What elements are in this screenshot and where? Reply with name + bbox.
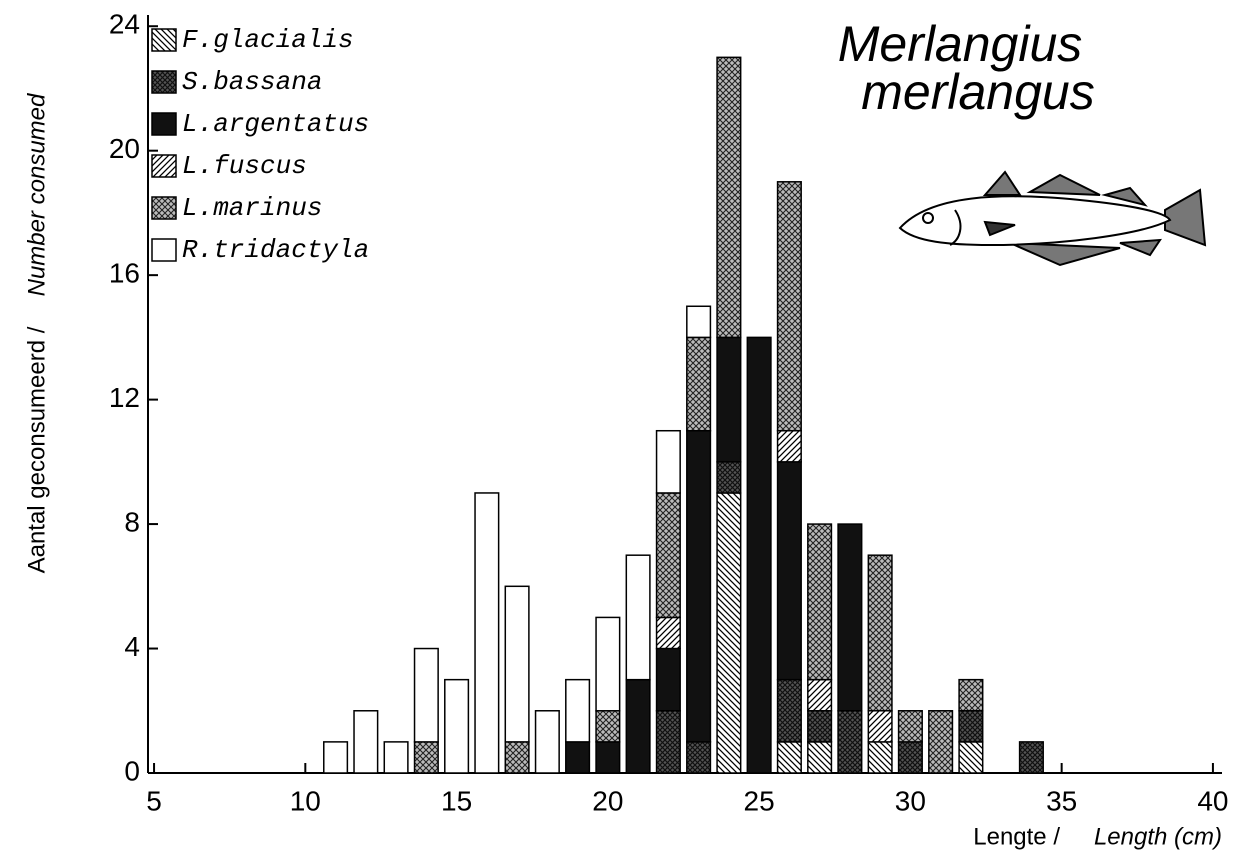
bar-segment — [686, 305, 712, 339]
y-tick-label: 4 — [124, 631, 140, 662]
legend-swatch — [151, 154, 177, 178]
bar-segment — [807, 710, 833, 743]
bar-segment — [504, 585, 530, 743]
x-tick-label: 20 — [592, 785, 623, 816]
x-axis-label: Lengte / — [973, 823, 1060, 850]
bar-segment — [595, 616, 621, 712]
x-tick-label: 25 — [744, 785, 775, 816]
legend-label: L.marinus — [182, 193, 322, 223]
bar-segment — [716, 492, 742, 774]
chart-title: Merlangius — [838, 16, 1083, 72]
bar-segment — [867, 554, 893, 712]
bar-segment — [625, 678, 651, 774]
legend-swatch — [151, 238, 177, 262]
bar-segment — [897, 741, 923, 774]
legend-label: S.bassana — [182, 67, 322, 97]
bar-segment — [776, 741, 802, 774]
bar-segment — [958, 678, 984, 712]
bar-segment — [837, 710, 863, 774]
legend-swatch — [151, 28, 177, 52]
bar-segment — [323, 741, 349, 774]
bar-segment — [565, 678, 591, 743]
bar-segment — [565, 741, 591, 774]
bar-segment — [746, 336, 772, 774]
x-tick-label: 40 — [1197, 785, 1228, 816]
x-tick-label: 10 — [290, 785, 321, 816]
bar-segment — [867, 710, 893, 743]
legend-swatch — [151, 70, 177, 94]
bar-segment — [958, 741, 984, 774]
bar-segment — [655, 710, 681, 774]
x-tick-label: 15 — [441, 785, 472, 816]
x-tick-label: 30 — [895, 785, 926, 816]
bar-segment — [655, 647, 681, 712]
bar-segment — [897, 710, 923, 743]
legend-label: F.glacialis — [182, 25, 354, 55]
bar-segment — [686, 429, 712, 743]
legend-label: R.tridactyla — [182, 235, 369, 265]
bar-segment — [716, 461, 742, 494]
y-tick-label: 24 — [109, 9, 140, 40]
chart-title: merlangus — [861, 64, 1094, 120]
bar-segment — [776, 429, 802, 463]
bar-segment — [776, 461, 802, 681]
bar-segment — [716, 56, 742, 339]
bar-segment — [776, 678, 802, 743]
legend-swatch — [151, 196, 177, 220]
y-tick-label: 20 — [109, 133, 140, 164]
bar-segment — [958, 710, 984, 743]
y-tick-label: 16 — [109, 258, 140, 289]
y-axis-label: Number consumed — [23, 93, 50, 296]
bar-segment — [928, 710, 954, 774]
y-tick-label: 0 — [124, 755, 140, 786]
bar-segment — [807, 678, 833, 712]
bar-segment — [595, 710, 621, 743]
x-tick-label: 5 — [146, 785, 162, 816]
fish-illustration — [898, 170, 1207, 267]
bar-segment — [807, 741, 833, 774]
bar-segment — [716, 336, 742, 463]
bar-segment — [444, 678, 470, 774]
bar-segment — [413, 741, 439, 774]
y-axis-label: Aantal geconsumeerd / — [23, 326, 50, 573]
bar-segment — [383, 741, 409, 774]
bar-segment — [867, 741, 893, 774]
bar-segment — [655, 429, 681, 494]
bar-segment — [413, 647, 439, 743]
legend-label: L.argentatus — [182, 109, 369, 139]
legend-swatch — [151, 112, 177, 136]
bar-segment — [655, 616, 681, 650]
bar-segment — [534, 710, 560, 774]
legend-label: L.fuscus — [182, 151, 307, 181]
y-tick-label: 12 — [109, 382, 140, 413]
bar-segment — [655, 492, 681, 619]
y-tick-label: 8 — [124, 506, 140, 537]
bar-segment — [595, 741, 621, 774]
bar-segment — [837, 523, 863, 712]
bar-segment — [686, 336, 712, 432]
x-axis-label: Length (cm) — [1094, 823, 1222, 850]
bar-segment — [504, 741, 530, 774]
bar-segment — [686, 741, 712, 774]
bar-segment — [807, 523, 833, 681]
x-tick-label: 35 — [1046, 785, 1077, 816]
bar-segment — [474, 492, 500, 774]
bar-segment — [353, 710, 379, 774]
bar-segment — [625, 554, 651, 681]
bar-segment — [776, 181, 802, 432]
bar-segment — [1018, 741, 1044, 774]
